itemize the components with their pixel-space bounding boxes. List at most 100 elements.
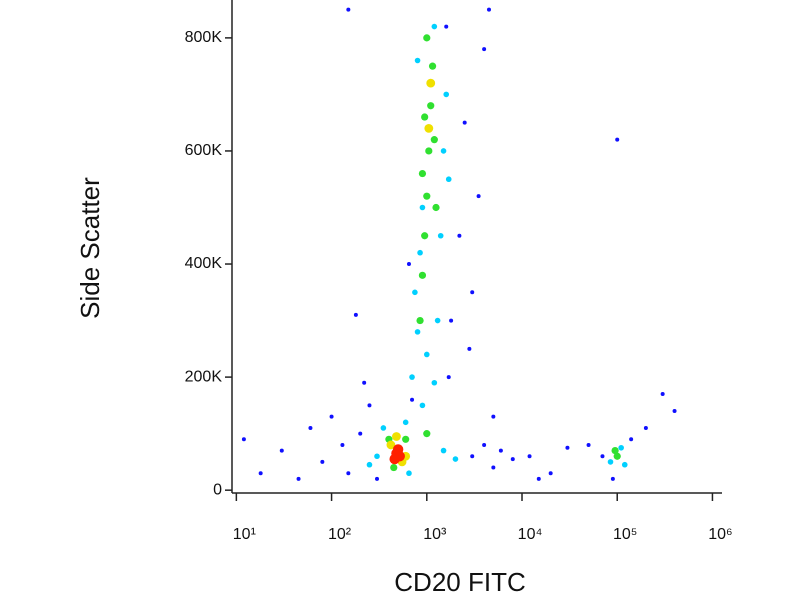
point [428,62,437,70]
point [308,425,313,430]
point [423,430,431,438]
point [449,318,454,323]
point [419,204,426,211]
point [565,445,570,450]
point [353,312,358,317]
point [434,317,441,324]
point [426,78,436,88]
point [615,137,620,142]
point [629,437,634,442]
point [366,461,373,468]
y-axis-title: Side Scatter [75,177,105,319]
point [618,444,624,451]
point [586,442,591,447]
point [440,148,447,154]
point [392,444,404,455]
point [443,91,450,98]
point [510,457,515,462]
point [417,249,423,256]
point [418,271,427,279]
point [258,471,263,476]
point [476,194,481,199]
point [423,192,431,200]
point [430,136,438,144]
point [279,448,284,453]
x-tick-label: 10¹ [233,526,256,543]
point [643,425,648,430]
point [414,329,421,335]
point [467,346,472,351]
point [424,123,434,133]
y-tick-label: 600K [185,142,223,159]
point [610,476,615,481]
point [432,203,440,212]
point [392,432,401,441]
point [548,471,553,476]
point [491,414,496,419]
point [482,442,487,447]
y-tick-label: 200K [185,368,223,385]
point [660,392,665,397]
point [421,113,429,121]
point [527,454,532,459]
point [437,232,444,239]
point [296,476,301,481]
point [406,470,412,477]
point [346,471,351,476]
point [421,232,429,240]
point [390,463,398,472]
point [457,233,462,238]
point [446,375,451,380]
point [470,290,475,295]
point [386,440,396,450]
point [536,476,541,481]
point [367,403,372,408]
point [452,456,459,462]
point [491,465,496,470]
x-tick-label: 10² [328,526,352,543]
point [374,453,380,460]
point [410,397,415,402]
x-tick-label: 10⁴ [518,526,543,543]
point [431,379,438,386]
point [406,262,411,267]
point [419,402,426,409]
y-tick-label: 400K [185,255,223,272]
point [440,447,447,454]
x-tick-label: 10⁶ [708,526,732,543]
point [425,147,433,155]
y-tick-label: 0 [213,481,222,498]
point [498,448,503,453]
point [358,431,363,436]
point [607,459,614,465]
x-axis-title: CD20 FITC [394,567,525,597]
point [431,23,438,30]
point [423,34,431,42]
point [320,459,325,464]
point [611,446,619,455]
point [380,425,387,431]
point [672,409,677,414]
point [418,169,427,178]
point [346,7,351,12]
point [600,454,605,459]
point [375,476,380,481]
point [402,435,410,443]
point [462,120,467,125]
point [389,453,400,465]
point [486,7,491,12]
x-tick-label: 10⁵ [613,526,637,543]
point [362,380,367,385]
point [340,442,345,447]
point [621,461,628,468]
point [329,414,334,419]
point [414,57,421,64]
point [416,316,424,325]
point [423,351,430,358]
point [445,176,452,183]
point [427,102,435,110]
point [402,419,409,426]
point [412,289,418,296]
point [444,24,449,29]
